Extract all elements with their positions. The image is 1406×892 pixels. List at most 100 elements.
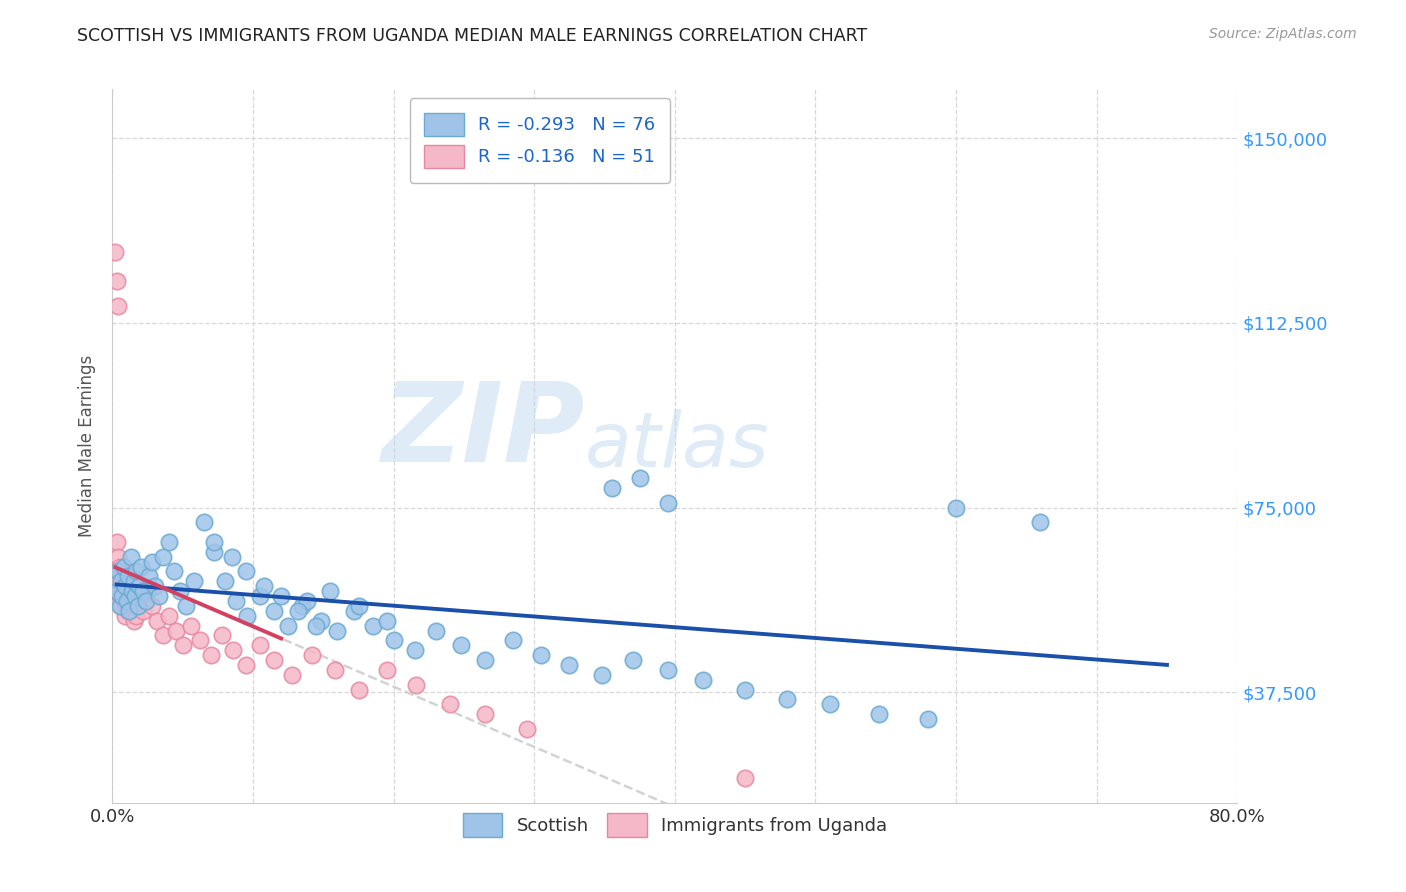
- Point: [621, 653, 644, 667]
- Point: [180, 618, 202, 632]
- Point: [404, 643, 426, 657]
- Point: [110, 569, 132, 583]
- Point: [128, 579, 150, 593]
- Point: [502, 633, 524, 648]
- Point: [474, 707, 496, 722]
- Point: [558, 658, 581, 673]
- Point: [129, 559, 152, 574]
- Point: [222, 643, 245, 657]
- Point: [657, 663, 679, 677]
- Point: [108, 559, 131, 574]
- Point: [734, 682, 756, 697]
- Point: [148, 589, 170, 603]
- Point: [326, 624, 349, 638]
- Point: [169, 584, 191, 599]
- Point: [124, 594, 146, 608]
- Point: [132, 604, 155, 618]
- Point: [105, 535, 128, 549]
- Text: SCOTTISH VS IMMIGRANTS FROM UGANDA MEDIAN MALE EARNINGS CORRELATION CHART: SCOTTISH VS IMMIGRANTS FROM UGANDA MEDIA…: [77, 27, 868, 45]
- Point: [301, 648, 323, 662]
- Point: [375, 663, 398, 677]
- Point: [132, 584, 155, 599]
- Point: [235, 658, 257, 673]
- Point: [112, 594, 135, 608]
- Point: [347, 682, 370, 697]
- Point: [253, 579, 276, 593]
- Point: [692, 673, 714, 687]
- Point: [347, 599, 370, 613]
- Point: [174, 599, 197, 613]
- Point: [211, 628, 233, 642]
- Point: [122, 614, 145, 628]
- Point: [405, 678, 427, 692]
- Point: [105, 584, 128, 599]
- Point: [591, 668, 613, 682]
- Point: [263, 604, 285, 618]
- Point: [118, 604, 141, 618]
- Point: [108, 589, 131, 603]
- Point: [450, 638, 472, 652]
- Point: [309, 614, 332, 628]
- Point: [114, 608, 136, 623]
- Point: [163, 565, 186, 579]
- Point: [127, 579, 149, 593]
- Point: [183, 574, 205, 589]
- Point: [249, 638, 271, 652]
- Point: [221, 549, 243, 564]
- Point: [225, 594, 247, 608]
- Point: [107, 549, 129, 564]
- Point: [917, 712, 939, 726]
- Point: [425, 624, 447, 638]
- Point: [439, 698, 461, 712]
- Point: [202, 545, 225, 559]
- Point: [1029, 516, 1052, 530]
- Point: [382, 633, 405, 648]
- Point: [657, 495, 679, 509]
- Point: [516, 722, 538, 736]
- Text: Source: ZipAtlas.com: Source: ZipAtlas.com: [1209, 27, 1357, 41]
- Point: [105, 565, 128, 579]
- Point: [291, 599, 314, 613]
- Point: [104, 584, 127, 599]
- Point: [108, 599, 131, 613]
- Point: [143, 579, 166, 593]
- Point: [115, 594, 138, 608]
- Point: [112, 559, 135, 574]
- Point: [117, 569, 139, 583]
- Point: [287, 604, 309, 618]
- Point: [125, 608, 148, 623]
- Point: [117, 604, 139, 618]
- Point: [270, 589, 292, 603]
- Point: [214, 574, 236, 589]
- Point: [474, 653, 496, 667]
- Point: [111, 589, 134, 603]
- Point: [323, 663, 346, 677]
- Point: [193, 516, 215, 530]
- Point: [121, 584, 143, 599]
- Point: [868, 707, 890, 722]
- Y-axis label: Median Male Earnings: Median Male Earnings: [77, 355, 96, 537]
- Point: [945, 500, 967, 515]
- Point: [110, 599, 132, 613]
- Point: [110, 574, 132, 589]
- Point: [281, 668, 304, 682]
- Point: [530, 648, 553, 662]
- Point: [249, 589, 271, 603]
- Point: [136, 584, 159, 599]
- Point: [202, 535, 225, 549]
- Legend: Scottish, Immigrants from Uganda: Scottish, Immigrants from Uganda: [456, 806, 894, 844]
- Point: [120, 584, 142, 599]
- Point: [107, 299, 129, 313]
- Point: [120, 549, 142, 564]
- Point: [105, 274, 128, 288]
- Point: [343, 604, 366, 618]
- Point: [235, 565, 257, 579]
- Point: [361, 618, 384, 632]
- Point: [152, 549, 174, 564]
- Point: [734, 771, 756, 785]
- Point: [375, 614, 398, 628]
- Point: [157, 535, 180, 549]
- Point: [818, 698, 841, 712]
- Point: [277, 618, 299, 632]
- Point: [236, 608, 259, 623]
